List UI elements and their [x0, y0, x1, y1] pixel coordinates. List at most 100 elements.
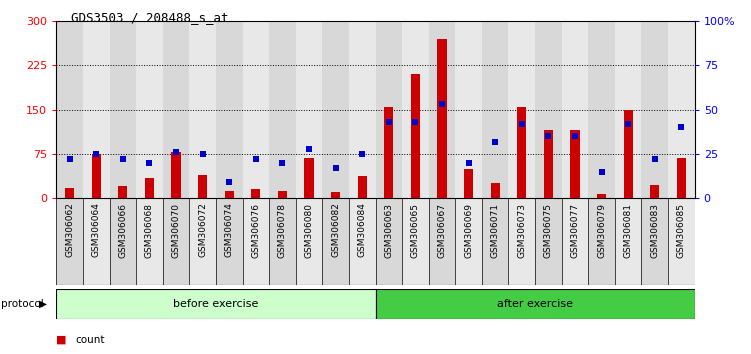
Text: GSM306069: GSM306069: [464, 202, 473, 258]
Bar: [490, 183, 500, 198]
Bar: [322, 198, 349, 285]
Bar: [56, 289, 376, 319]
Bar: [429, 21, 455, 198]
Bar: [650, 185, 659, 198]
Bar: [376, 21, 402, 198]
Bar: [385, 107, 394, 198]
Text: GSM306081: GSM306081: [623, 202, 632, 258]
Text: GSM306084: GSM306084: [357, 202, 366, 257]
Bar: [677, 158, 686, 198]
Bar: [482, 21, 508, 198]
Bar: [411, 74, 420, 198]
Bar: [615, 198, 641, 285]
Text: GSM306078: GSM306078: [278, 202, 287, 258]
Bar: [189, 21, 216, 198]
Text: GSM306076: GSM306076: [252, 202, 261, 258]
Bar: [189, 198, 216, 285]
Bar: [251, 189, 261, 198]
Bar: [588, 198, 615, 285]
Bar: [322, 21, 349, 198]
Text: GSM306077: GSM306077: [571, 202, 580, 258]
Text: GSM306083: GSM306083: [650, 202, 659, 258]
Bar: [296, 21, 322, 198]
Bar: [570, 130, 580, 198]
Text: after exercise: after exercise: [497, 298, 573, 309]
Text: GSM306063: GSM306063: [385, 202, 394, 258]
Text: GSM306071: GSM306071: [490, 202, 499, 258]
Bar: [56, 21, 83, 198]
Bar: [508, 21, 535, 198]
Text: GSM306082: GSM306082: [331, 202, 340, 257]
Bar: [110, 198, 136, 285]
Bar: [269, 198, 296, 285]
Bar: [243, 21, 269, 198]
Text: protocol: protocol: [1, 298, 44, 309]
Text: GSM306080: GSM306080: [304, 202, 313, 258]
Bar: [668, 198, 695, 285]
Bar: [429, 198, 455, 285]
Text: GSM306079: GSM306079: [597, 202, 606, 258]
Bar: [544, 130, 553, 198]
Bar: [482, 198, 508, 285]
Bar: [296, 198, 322, 285]
Bar: [331, 192, 340, 198]
Bar: [597, 194, 606, 198]
Bar: [349, 198, 376, 285]
Bar: [562, 198, 588, 285]
Bar: [455, 198, 482, 285]
Bar: [376, 289, 695, 319]
Bar: [641, 198, 668, 285]
Bar: [198, 175, 207, 198]
Bar: [437, 39, 447, 198]
Bar: [163, 21, 189, 198]
Bar: [243, 198, 269, 285]
Text: GSM306070: GSM306070: [171, 202, 180, 258]
Bar: [216, 21, 243, 198]
Bar: [136, 198, 163, 285]
Text: GSM306075: GSM306075: [544, 202, 553, 258]
Text: GDS3503 / 208488_s_at: GDS3503 / 208488_s_at: [71, 11, 229, 24]
Bar: [562, 21, 588, 198]
Bar: [535, 198, 562, 285]
Bar: [83, 198, 110, 285]
Bar: [278, 191, 287, 198]
Bar: [56, 198, 83, 285]
Bar: [376, 198, 402, 285]
Text: ▶: ▶: [39, 298, 47, 309]
Bar: [269, 21, 296, 198]
Bar: [225, 191, 234, 198]
Text: GSM306065: GSM306065: [411, 202, 420, 258]
Text: GSM306067: GSM306067: [438, 202, 447, 258]
Text: GSM306085: GSM306085: [677, 202, 686, 258]
Bar: [171, 152, 181, 198]
Text: GSM306068: GSM306068: [145, 202, 154, 258]
Bar: [641, 21, 668, 198]
Bar: [110, 21, 136, 198]
Text: GSM306064: GSM306064: [92, 202, 101, 257]
Bar: [668, 21, 695, 198]
Bar: [163, 198, 189, 285]
Bar: [83, 21, 110, 198]
Bar: [535, 21, 562, 198]
Text: GSM306073: GSM306073: [517, 202, 526, 258]
Bar: [92, 154, 101, 198]
Bar: [65, 188, 74, 198]
Bar: [508, 198, 535, 285]
Bar: [615, 21, 641, 198]
Bar: [464, 169, 473, 198]
Bar: [145, 178, 154, 198]
Bar: [402, 198, 429, 285]
Bar: [136, 21, 163, 198]
Text: before exercise: before exercise: [173, 298, 258, 309]
Text: GSM306066: GSM306066: [119, 202, 128, 258]
Bar: [349, 21, 376, 198]
Bar: [455, 21, 482, 198]
Text: GSM306072: GSM306072: [198, 202, 207, 257]
Text: ■: ■: [56, 335, 67, 345]
Bar: [623, 110, 633, 198]
Text: GSM306074: GSM306074: [225, 202, 234, 257]
Bar: [216, 198, 243, 285]
Bar: [118, 187, 128, 198]
Bar: [517, 107, 526, 198]
Text: GSM306062: GSM306062: [65, 202, 74, 257]
